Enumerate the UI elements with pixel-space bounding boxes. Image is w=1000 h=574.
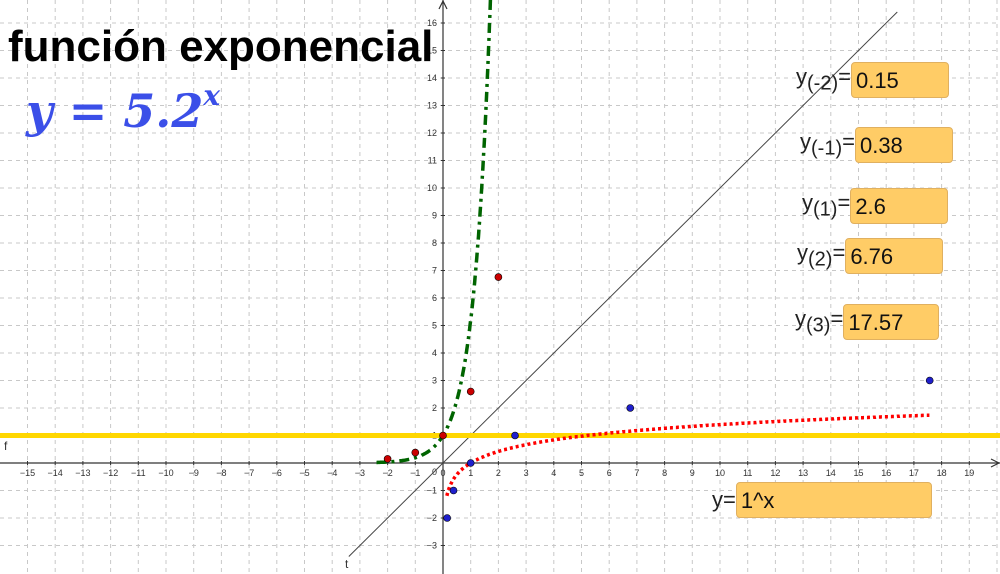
x-tick-label: 7 (634, 468, 639, 478)
field-label: y(3)= (795, 306, 844, 337)
x-tick-label: 14 (826, 468, 836, 478)
x-tick-label: 11 (743, 468, 752, 478)
line-label-f: f (4, 439, 8, 453)
formula: y = 5.2x (26, 79, 220, 138)
value-field-y-neg2: y(-2)= 0.15 (796, 62, 949, 98)
x-tick-label: −13 (75, 468, 90, 478)
y-tick-label: 10 (427, 183, 437, 193)
tick-labels: −15 −14 −13 −12 −11 −10 −9 −8 −7 −6 −5 −4 −3 −2 −1 0 1 2 3… (20, 18, 974, 551)
x-tick-label: 16 (881, 468, 891, 478)
formula-base: y = 5.2 (26, 84, 204, 138)
x-tick-label: 10 (715, 468, 725, 478)
y-axis-arrow (438, 0, 448, 10)
y-tick-label: 16 (427, 18, 437, 28)
y-tick-label: −2 (427, 513, 437, 523)
x-tick-label: −14 (48, 468, 63, 478)
y-tick-label: −1 (427, 486, 437, 496)
point-logarithm (511, 431, 519, 440)
y-tick-label: 8 (432, 238, 437, 248)
x-tick-label: 18 (937, 468, 947, 478)
y-tick-label: 5 (432, 321, 437, 331)
value-box[interactable]: 6.76 (845, 238, 944, 274)
field-label: y(2)= (797, 240, 846, 271)
x-tick-label: −6 (272, 468, 282, 478)
point-logarithm (443, 514, 451, 522)
value-box[interactable]: 0.15 (850, 62, 949, 98)
formula-exponent: x (203, 78, 221, 112)
point-exponential (411, 448, 420, 457)
x-tick-label: 5 (579, 468, 584, 478)
function-input[interactable]: 1^x (735, 482, 932, 518)
point-logarithm (449, 486, 458, 495)
y-tick-label: 2 (432, 403, 437, 413)
point-logarithm (925, 376, 934, 385)
x-tick-label: −9 (189, 468, 199, 478)
field-label: y(-2)= (796, 64, 851, 95)
y-tick-label: −3 (427, 541, 437, 551)
y-tick-label: 7 (432, 266, 437, 276)
x-tick-label: 19 (964, 468, 974, 478)
value-field-y-3: y(3)= 17.57 (795, 304, 940, 340)
x-tick-label: −11 (131, 468, 146, 478)
value-field-y-neg1: y(-1)= 0.38 (800, 127, 953, 163)
x-tick-label: −7 (244, 468, 254, 478)
x-tick-label: 13 (798, 468, 808, 478)
x-tick-label: 9 (690, 468, 695, 478)
value-field-y-2: y(2)= 6.76 (797, 238, 944, 274)
value-box[interactable]: 17.57 (843, 304, 940, 340)
y-tick-label: 12 (427, 128, 437, 138)
point-exponential (439, 431, 447, 440)
y-tick-label: 14 (427, 73, 437, 83)
point-exponential (466, 387, 475, 396)
x-tick-label: 17 (909, 468, 919, 478)
x-tick-label: −2 (382, 468, 392, 478)
x-tick-label: −5 (299, 468, 309, 478)
y-tick-label: 9 (432, 211, 437, 221)
curves (0, 0, 1000, 557)
x-tick-label: 3 (524, 468, 529, 478)
x-tick-label: −15 (20, 468, 35, 478)
x-tick-label: 12 (770, 468, 780, 478)
x-tick-label: −4 (327, 468, 337, 478)
y-tick-label: 15 (427, 46, 437, 56)
field-label: y(-1)= (800, 129, 855, 160)
logarithm-curve (445, 413, 930, 497)
value-box[interactable]: 2.6 (850, 188, 949, 224)
point-exponential (494, 273, 503, 281)
value-field-y-1: y(1)= 2.6 (802, 188, 949, 224)
y-tick-label: 6 (432, 293, 437, 303)
y-tick-label: 3 (432, 376, 437, 386)
page-title: función exponencial (8, 22, 434, 71)
x-tick-label: 4 (551, 468, 556, 478)
x-tick-label: 15 (853, 468, 863, 478)
field-label: y(1)= (802, 190, 851, 221)
x-tick-label: 1 (468, 468, 473, 478)
x-tick-label: 0 (440, 468, 445, 478)
x-tick-label: 2 (496, 468, 501, 478)
x-tick-label: −1 (410, 468, 420, 478)
x-tick-label: −12 (103, 468, 118, 478)
y-tick-label: 13 (427, 101, 437, 111)
y-tick-label: 11 (428, 156, 437, 166)
point-logarithm (626, 404, 635, 412)
x-tick-label: −8 (216, 468, 226, 478)
input-label: y= (712, 487, 736, 512)
value-box[interactable]: 0.38 (854, 127, 953, 163)
point-logarithm (466, 459, 475, 467)
x-tick-label: −10 (158, 468, 173, 478)
x-tick-label: 6 (607, 468, 612, 478)
x-tick-label: 8 (662, 468, 667, 478)
line-label-t: t (345, 557, 349, 571)
x-axis-arrow (990, 458, 1000, 468)
y-tick-label: 4 (432, 348, 437, 358)
point-exponential (383, 455, 392, 463)
function-input-field: y= 1^x (712, 482, 932, 518)
identity-line-t (348, 11, 898, 557)
x-tick-label: −3 (355, 468, 365, 478)
points (383, 273, 934, 522)
